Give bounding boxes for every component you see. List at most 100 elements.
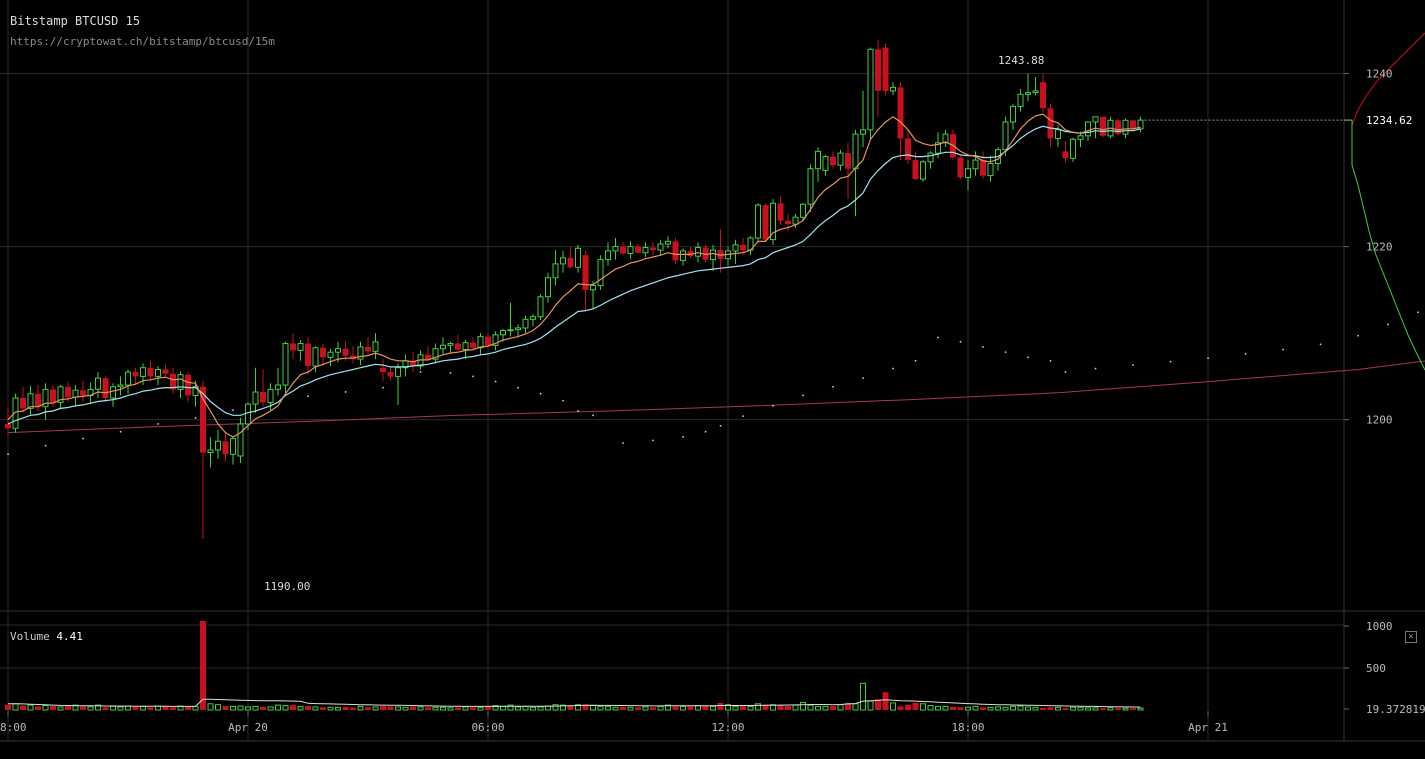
candle-body-up [275,384,281,390]
volume-bar-up [987,706,994,711]
candle-body-up [987,163,994,177]
volume-bar-down [1040,707,1046,710]
candle-body-down [687,250,694,257]
volume-bar-down [740,706,746,710]
sar-dot [982,346,984,348]
volume-bar-up [792,704,799,711]
sar-dot [742,415,744,417]
candle-body-up [1070,138,1076,159]
sar-dot [1049,360,1052,362]
candle-body-up [395,367,401,377]
volume-bar-down [410,706,416,710]
candle-body-up [297,343,304,351]
price-tick-label: 1200 [1366,414,1393,427]
volume-label-text: Volume [10,630,50,643]
chart-title: Bitstamp BTCUSD 15 [10,14,141,28]
volume-bar-up [335,706,341,711]
time-tick-label: 18:00 [951,721,984,734]
candle-body-up [492,334,499,346]
volume-bar-down [762,704,769,710]
candle-body-up [597,259,604,287]
volume-bar-up [1107,707,1114,711]
volume-bar-down [222,706,229,710]
volume-bar-down [635,707,641,710]
candle-body-down [702,247,709,260]
volume-bar-up [747,705,754,711]
time-tick-label: Apr 21 [1188,721,1228,734]
chart-url[interactable]: https://cryptowat.ch/bitstamp/btcusd/15m [10,35,275,48]
candle-body-up [1122,119,1129,135]
candle-body-down [380,367,386,372]
sar-dot [1357,335,1359,337]
sar-dot [682,436,684,438]
candle-body-down [830,156,836,166]
sar-dot [592,414,594,417]
volume-bar-up [890,702,896,711]
candle-body-up [792,216,799,225]
candle-body-up [327,351,334,358]
candle-body-up [372,341,379,352]
sar-dot [382,386,384,389]
candle-body-up [612,246,619,252]
volume-bar-up [507,704,514,711]
grid-lines [0,0,1425,742]
volume-bar-up [12,703,19,711]
volume-bar-up [1032,706,1039,711]
price-tick-label: 1240 [1366,68,1393,81]
volume-bar-up [642,706,649,711]
candle-body-down [875,49,881,91]
candle-body-up [110,386,116,399]
volume-bar-up [27,704,34,711]
parabolic-sar-dots [7,311,1419,455]
sar-dot [704,431,707,433]
candle-body-down [132,372,139,377]
candle-body-down [980,160,986,176]
volume-bar-down [912,702,919,710]
volume-bar-down [5,704,11,710]
sar-dot [539,392,542,395]
ema-long-polyline [7,360,1425,434]
sar-dot [1387,323,1389,326]
candle-body-down [365,347,371,352]
candle-body-down [1040,82,1046,109]
volume-bar-up [140,705,146,711]
candle-body-down [785,220,791,225]
candle-body-up [935,142,941,154]
time-tick-label: 8:00 [0,721,27,734]
candle-body-down [1062,151,1069,159]
candlestick-series [5,40,1144,539]
volume-bar-down [567,706,574,710]
volume-bar-down [777,705,784,710]
candle-body-up [312,347,319,367]
volume-bar-down [380,706,386,710]
sar-dot [449,372,452,374]
volume-bar-up [560,704,566,711]
candle-body-down [882,47,889,91]
price-tick-label: 1220 [1366,241,1393,254]
volume-bar-down [470,707,476,710]
candle-body-up [972,159,979,170]
sar-dot [719,425,722,427]
close-volume-panel-button[interactable]: × [1405,631,1417,643]
candle-body-down [200,386,206,453]
sar-dot [1417,311,1419,314]
candle-body-up [605,250,611,261]
volume-bar-down [20,705,26,710]
volume-bar-down [875,699,881,710]
candle-body-down [185,374,191,396]
volume-bar-up [852,703,859,711]
volume-bar-up [95,704,101,711]
volume-bar-up [372,706,379,711]
volume-bar-down [50,706,56,710]
volume-bar-up [815,705,821,711]
candle-body-down [650,247,656,251]
candle-body-up [1092,116,1099,123]
volume-bar-down [785,706,791,710]
candle-body-up [852,133,859,170]
sar-dot [652,439,654,442]
sar-dot [832,386,834,388]
sar-dot [1027,356,1029,359]
candle-body-up [42,388,49,408]
volume-bar-up [312,706,319,711]
